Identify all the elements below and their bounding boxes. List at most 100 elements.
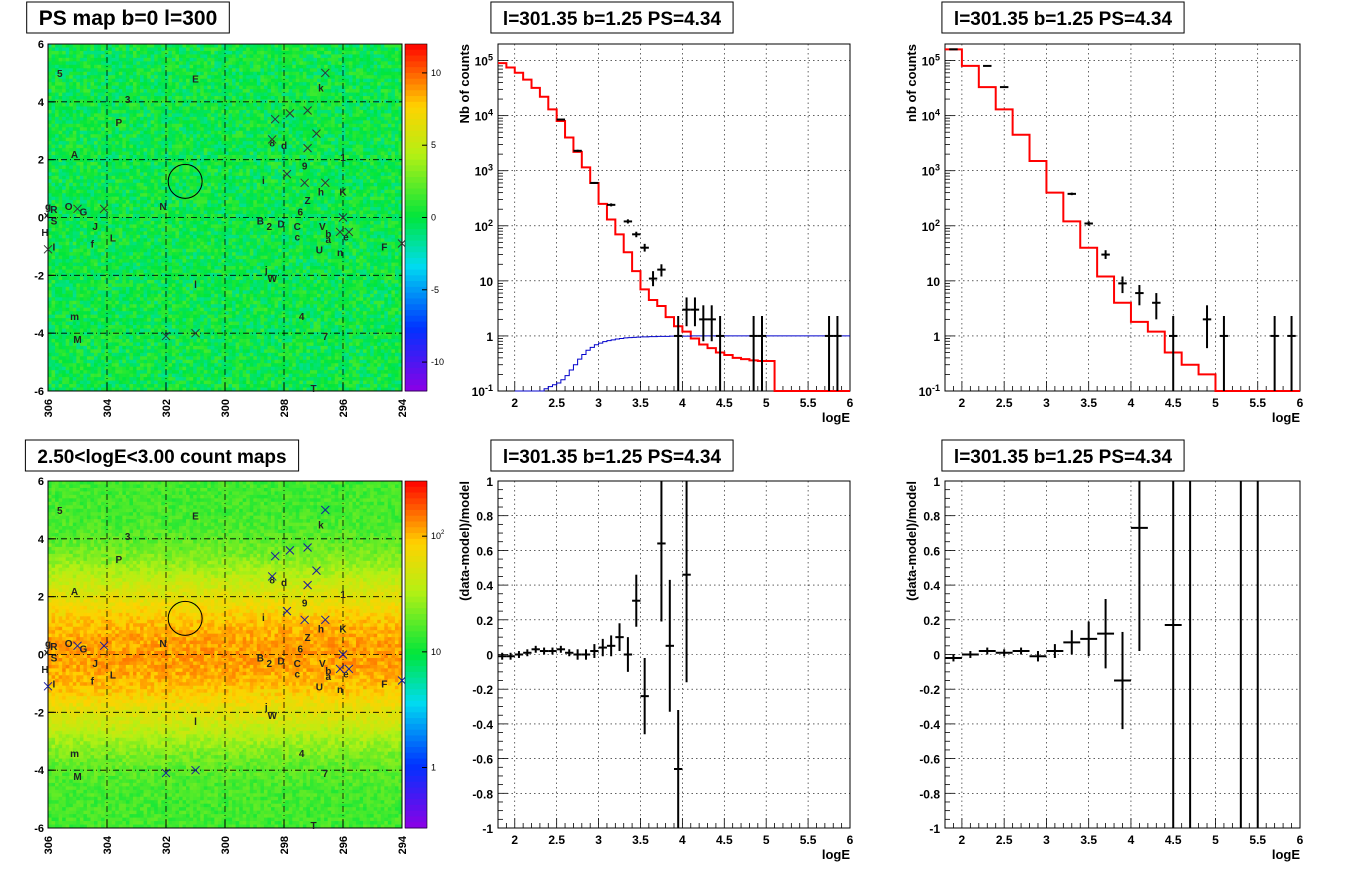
map-cell: [256, 102, 261, 107]
map-cell: [331, 99, 336, 104]
map-cell: [51, 71, 56, 76]
map-cell: [147, 57, 152, 62]
map-cell: [65, 71, 70, 76]
map-cell: [366, 75, 371, 80]
map-cell: [285, 85, 290, 90]
map-cell: [189, 102, 194, 107]
map-cell: [182, 50, 187, 55]
map-cell: [214, 175, 219, 180]
map-cell: [108, 106, 113, 111]
map-cell: [345, 109, 350, 114]
map-cell: [108, 82, 113, 87]
map-cell: [186, 50, 190, 55]
map-cell: [239, 89, 244, 93]
map-cell: [83, 144, 88, 149]
map-cell: [292, 106, 297, 111]
map-cell: [352, 151, 357, 156]
map-cell: [154, 214, 159, 218]
map-cell: [69, 61, 74, 66]
map-cell: [228, 92, 233, 97]
map-cell: [221, 116, 226, 121]
map-cell: [309, 109, 314, 114]
map-cell: [348, 113, 353, 118]
map-cell: [278, 106, 283, 111]
map-cell: [62, 123, 67, 128]
map-cell: [313, 50, 318, 55]
map-cell: [161, 106, 166, 111]
map-cell: [58, 186, 63, 191]
map-cell: [373, 210, 378, 215]
map-cell: [69, 109, 74, 114]
map-cell: [118, 193, 123, 198]
map-cell: [239, 203, 244, 208]
map-cell: [331, 189, 336, 194]
map-cell: [182, 85, 187, 90]
map-cell: [327, 120, 332, 125]
map-cell: [115, 168, 120, 173]
map-cell: [143, 203, 148, 208]
map-cell: [143, 161, 148, 166]
map-cell: [101, 182, 106, 187]
map-cell: [189, 200, 194, 205]
map-cell: [147, 47, 152, 52]
map-cell: [235, 158, 240, 163]
map-cell: [150, 179, 155, 184]
map-cell: [391, 210, 396, 215]
map-cell: [115, 144, 120, 149]
map-cell: [253, 54, 258, 59]
map-cell: [214, 99, 219, 104]
map-cell: [299, 148, 304, 152]
map-cell: [263, 161, 268, 166]
map-cell: [79, 123, 84, 128]
map-cell: [345, 189, 350, 194]
map-cell: [83, 89, 88, 93]
map-cell: [189, 82, 194, 87]
map-cell: [154, 207, 159, 211]
map-cell: [51, 148, 56, 152]
map-cell: [228, 158, 233, 163]
map-cell: [239, 75, 244, 80]
map-cell: [225, 61, 229, 66]
map-cell: [143, 165, 148, 170]
map-cell: [239, 186, 244, 191]
map-cell: [267, 71, 272, 76]
map-cell: [249, 78, 254, 83]
map-cell: [51, 78, 56, 83]
map-cell: [189, 155, 194, 159]
map-cell: [221, 96, 226, 100]
map-cell: [178, 186, 183, 191]
map-cell: [285, 102, 290, 107]
map-cell: [108, 113, 113, 118]
map-cell: [196, 182, 201, 187]
map-cell: [249, 106, 254, 111]
map-cell: [150, 75, 155, 80]
map-cell: [69, 96, 74, 100]
map-cell: [150, 109, 155, 114]
map-cell: [242, 186, 247, 191]
map-cell: [366, 172, 371, 177]
map-cell: [203, 158, 208, 163]
map-cell: [281, 127, 286, 132]
map-cell: [242, 82, 247, 87]
map-cell: [161, 96, 166, 100]
map-cell: [132, 68, 137, 73]
map-cell: [94, 82, 98, 87]
map-cell: [203, 96, 208, 100]
map-cell: [79, 47, 84, 52]
map-cell: [76, 141, 81, 146]
map-cell: [217, 207, 222, 211]
map-cell: [111, 54, 116, 59]
map-cell: [118, 61, 123, 66]
map-cell: [140, 47, 144, 52]
map-cell: [132, 71, 137, 76]
map-cell: [306, 196, 311, 201]
map-cell: [355, 200, 360, 205]
map-cell: [239, 106, 244, 111]
map-cell: [309, 127, 314, 132]
map-cell: [285, 116, 290, 121]
map-cell: [341, 89, 346, 93]
map-cell: [394, 168, 399, 173]
map-cell: [157, 130, 162, 135]
map-cell: [370, 96, 375, 100]
